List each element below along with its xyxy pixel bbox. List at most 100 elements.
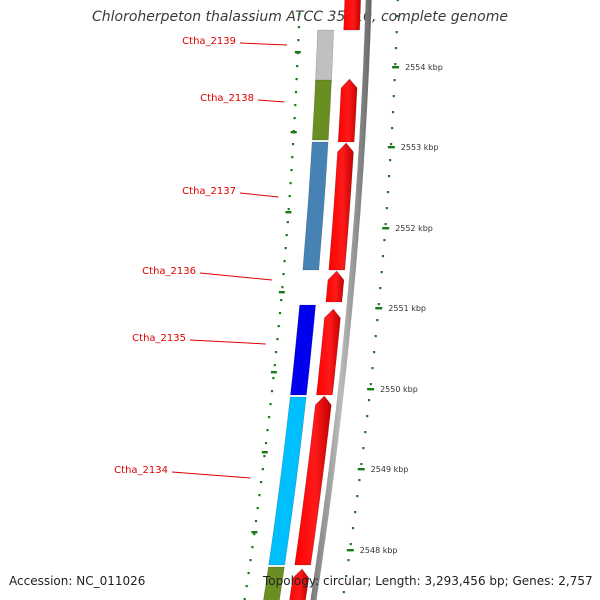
inner-tick: [284, 247, 287, 250]
inner-tick: [295, 78, 298, 81]
ruler-dot: [388, 175, 391, 178]
inner-tick: [243, 598, 246, 600]
ruler-label: 2554 kbp: [405, 63, 443, 72]
label-layer: Ctha_2139 Ctha_2138 Ctha_2137 Ctha_2136 Ctha…: [114, 36, 288, 479]
gene-label[interactable]: Ctha_2139: [182, 36, 236, 47]
inner-major-tick: [294, 51, 301, 54]
ruler-dot: [354, 511, 357, 514]
reverse-strand-layer: [262, 29, 334, 600]
inner-tick: [253, 533, 256, 536]
gene-ctha-2138[interactable]: [311, 79, 332, 141]
inner-tick: [276, 338, 279, 341]
inner-tick: [283, 260, 286, 263]
gene-leader-line: [199, 272, 272, 281]
inner-tick: [272, 377, 275, 380]
forward-cds-arrow[interactable]: [294, 395, 332, 566]
inner-tick: [249, 559, 252, 562]
ruler-dot: [356, 495, 359, 498]
forward-cds-arrow[interactable]: [328, 142, 354, 271]
ruler-dot: [351, 527, 355, 530]
ruler-dot: [371, 367, 374, 370]
ruler-dot: [374, 335, 377, 338]
ruler-dot: [381, 255, 385, 258]
ruler-dot: [384, 223, 387, 226]
ruler-major-tick: [357, 468, 365, 471]
ruler-dot: [362, 447, 365, 450]
ruler-dot: [360, 463, 363, 466]
backbone-layer: [310, 0, 372, 600]
inner-tick: [297, 39, 300, 42]
ruler-major-tick: [375, 307, 383, 310]
gene-label[interactable]: Ctha_2138: [200, 93, 254, 104]
ruler-dot: [358, 479, 361, 482]
inner-tick: [269, 403, 272, 406]
inner-tick: [245, 585, 248, 588]
inner-tick: [270, 390, 274, 393]
inner-tick: [282, 273, 285, 276]
ruler-major-tick: [346, 549, 354, 552]
inner-tick: [254, 520, 258, 523]
ruler-dot: [391, 111, 395, 114]
map-title: Chloroherpeton thalassium ATCC 35110, co…: [92, 9, 508, 25]
inner-tick: [289, 182, 292, 185]
gene-ctha-2137[interactable]: [302, 141, 329, 271]
inner-tick: [251, 546, 254, 549]
topology-text: Topology: circular; Length: 3,293,456 bp…: [263, 574, 593, 588]
inner-tick: [293, 117, 296, 120]
gene-label[interactable]: Ctha_2134: [114, 465, 168, 476]
ruler-dot: [392, 95, 395, 98]
forward-cds-arrow[interactable]: [288, 568, 310, 600]
inner-tick: [275, 351, 278, 354]
ruler-label: 2551 kbp: [388, 304, 426, 313]
forward-cds-arrow[interactable]: [343, 0, 362, 31]
gene-ctha-2139[interactable]: [315, 29, 334, 83]
inner-tick: [261, 468, 264, 471]
gene-ctha-2135[interactable]: [290, 304, 316, 396]
inner-major-tick: [261, 451, 268, 454]
ruler-dot: [389, 159, 392, 162]
inner-major-tick: [278, 291, 285, 294]
ruler-dot: [345, 575, 348, 578]
gene-leader-line: [239, 42, 288, 46]
gene-ctha-2134[interactable]: [268, 396, 307, 566]
inner-tick: [287, 208, 290, 211]
ruler-dot: [394, 63, 397, 66]
inner-tick: [273, 364, 276, 367]
accession-text: Accession: NC_011026: [9, 574, 146, 588]
inner-tick: [294, 104, 297, 107]
gene-label[interactable]: Ctha_2136: [142, 266, 196, 277]
gene-label[interactable]: Ctha_2137: [182, 186, 236, 197]
ruler-dot: [394, 47, 398, 50]
ruler-dot: [380, 271, 383, 274]
gene-continuation[interactable]: [262, 566, 285, 600]
ruler-dot: [379, 287, 382, 290]
inner-tick: [256, 507, 259, 510]
inner-major-tick: [285, 211, 292, 214]
inner-major-tick: [251, 531, 258, 534]
inner-tick: [285, 234, 288, 237]
ruler-dot: [390, 143, 393, 146]
inner-tick: [290, 169, 293, 172]
ruler-dot: [349, 543, 352, 546]
tick-layer: 2554 kbp 2553 kbp 2552 kbp 2551 kbp 2550 kbp…: [243, 0, 443, 600]
ruler-dot: [396, 0, 399, 2]
ruler-major-tick: [392, 66, 400, 69]
ruler-dot: [342, 591, 345, 594]
ruler-dot: [383, 239, 386, 242]
ruler-dot: [369, 383, 372, 386]
ruler-major-tick: [387, 146, 395, 149]
ruler-dot: [373, 351, 376, 354]
inner-tick: [260, 481, 263, 484]
forward-cds-arrow[interactable]: [337, 78, 358, 143]
ruler-major-tick: [382, 227, 390, 230]
inner-tick: [278, 312, 282, 315]
inner-tick: [263, 455, 266, 458]
forward-cds-arrow[interactable]: [325, 270, 345, 303]
forward-cds-arrow[interactable]: [316, 308, 341, 396]
ruler-dot: [377, 303, 380, 306]
ruler-label: 2552 kbp: [395, 224, 433, 233]
ruler-dot: [364, 431, 367, 434]
gene-label[interactable]: Ctha_2135: [132, 333, 186, 344]
